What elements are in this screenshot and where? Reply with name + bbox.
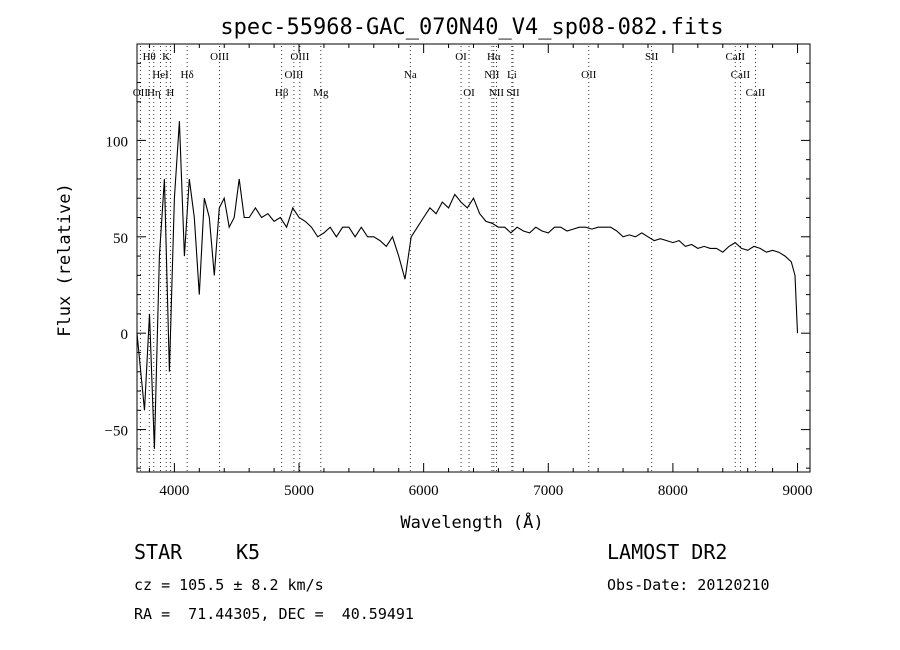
- line-id-label: Hθ: [143, 51, 156, 63]
- x-axis-label: Wavelength (Å): [400, 511, 543, 533]
- x-tick-label: 8000: [658, 483, 688, 499]
- plot-frame: [136, 43, 811, 473]
- object-subclass: K5: [236, 540, 261, 564]
- line-id-label: H: [166, 87, 174, 99]
- spectrum-line: [136, 121, 799, 449]
- line-id-label: NII: [484, 69, 500, 81]
- redshift-velocity: cz = 105.5 ± 8.2 km/s: [134, 576, 324, 594]
- line-id-label: Hβ: [275, 87, 289, 99]
- y-tick-label: −50: [105, 424, 128, 440]
- line-id-label: NII: [489, 87, 505, 99]
- line-id-label: OIII: [210, 51, 229, 63]
- survey-name: LAMOST DR2: [607, 540, 728, 564]
- line-id-label: Hη: [147, 87, 161, 99]
- x-axis: 4000 5000 6000 7000 8000 9000: [148, 44, 813, 499]
- line-id-label: Mg: [313, 87, 329, 99]
- observation-date: Obs-Date: 20120210: [607, 576, 770, 594]
- line-id-label: Hδ: [181, 69, 194, 81]
- line-id-label: Li: [507, 69, 517, 81]
- line-id-label: HeI: [152, 69, 169, 81]
- y-axis: −50 0 50 100: [105, 43, 810, 469]
- line-id-label: CaII: [731, 69, 751, 81]
- line-id-label: SII: [645, 51, 659, 63]
- y-axis-label: Flux (relative): [55, 183, 75, 337]
- line-id-label: Hα: [487, 51, 501, 63]
- line-id-label: Na: [404, 69, 417, 81]
- y-tick-label: 50: [113, 231, 128, 247]
- line-id-label: OII: [581, 69, 597, 81]
- x-tick-label: 4000: [159, 483, 189, 499]
- coordinates: RA = 71.44305, DEC = 40.59491: [134, 605, 414, 623]
- line-id-label: CaII: [746, 87, 766, 99]
- x-tick-label: 6000: [409, 483, 439, 499]
- line-id-label: OI: [463, 87, 475, 99]
- line-id-label: K: [162, 51, 170, 63]
- line-id-label: OIII: [290, 51, 309, 63]
- y-tick-label: 0: [121, 327, 129, 343]
- line-id-label: CaII: [725, 51, 745, 63]
- x-tick-label: 7000: [533, 483, 563, 499]
- y-tick-label: 100: [106, 134, 129, 150]
- line-id-label: OIII: [284, 69, 303, 81]
- x-tick-label: 5000: [284, 483, 314, 499]
- line-id-label: OI: [455, 51, 467, 63]
- x-tick-label: 9000: [783, 483, 813, 499]
- chart-title: spec-55968-GAC_070N40_V4_sp08-082.fits: [220, 15, 723, 40]
- line-id-label: SII: [506, 87, 520, 99]
- object-class: STAR: [134, 540, 183, 564]
